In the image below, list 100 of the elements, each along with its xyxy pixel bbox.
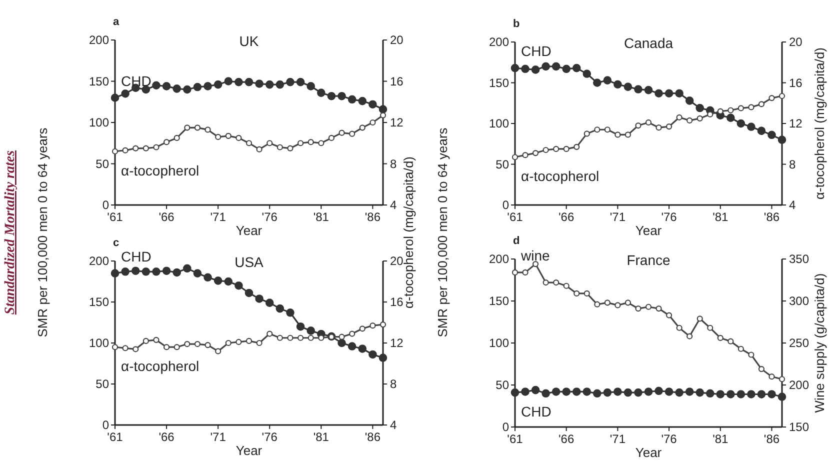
point <box>747 390 756 398</box>
x-tick-label: '66 <box>158 210 175 224</box>
point <box>644 388 653 396</box>
x-tick-label: '81 <box>712 210 729 224</box>
y-axis-title: SMR per 100,000 men 0 to 64 years <box>35 127 50 338</box>
point <box>644 86 653 94</box>
point <box>256 340 262 346</box>
point <box>666 124 672 130</box>
point <box>634 85 642 94</box>
point <box>645 119 652 126</box>
x-tick-label: '81 <box>313 430 330 444</box>
point <box>224 277 233 286</box>
x-tick-label: '71 <box>610 210 626 224</box>
y-tick-label: 50 <box>496 157 510 172</box>
y-tick-label: 100 <box>488 336 510 350</box>
y2-tick-label: 16 <box>390 295 404 309</box>
point <box>635 306 642 312</box>
point <box>142 338 149 344</box>
point <box>614 302 621 308</box>
point <box>757 390 766 398</box>
point <box>562 388 570 396</box>
point <box>603 76 612 84</box>
chart-title: Canada <box>624 35 674 51</box>
point <box>225 132 232 139</box>
point <box>112 148 118 154</box>
point <box>654 89 663 98</box>
point <box>594 301 600 308</box>
point <box>604 300 610 306</box>
point <box>521 64 530 74</box>
point <box>236 338 242 346</box>
point <box>318 140 324 146</box>
y-tick-label: 0 <box>502 420 510 434</box>
y-tick-label: 200 <box>88 33 110 47</box>
x-axis-title: Year <box>635 445 662 460</box>
point <box>296 322 305 331</box>
point <box>183 85 192 94</box>
point <box>716 390 725 398</box>
text: c <box>113 237 120 249</box>
point <box>306 82 315 90</box>
point <box>338 130 345 136</box>
chart-title: France <box>626 252 670 268</box>
point <box>132 346 139 352</box>
text: b <box>513 18 520 30</box>
point <box>686 117 693 124</box>
point <box>707 324 714 331</box>
point <box>380 112 386 118</box>
point <box>572 388 581 396</box>
point <box>747 122 756 131</box>
y2-tick-label: 12 <box>390 116 404 130</box>
point <box>193 82 202 92</box>
point <box>163 139 170 146</box>
series-label: α-tocopherol <box>521 168 600 184</box>
point <box>328 134 335 142</box>
point <box>542 146 549 154</box>
y-tick-label: 200 <box>488 252 510 266</box>
point <box>736 119 746 128</box>
point <box>542 279 549 286</box>
point <box>542 62 550 71</box>
point <box>174 344 180 350</box>
point <box>696 115 703 122</box>
point <box>624 388 632 397</box>
y2-tick-label: 4 <box>390 198 397 212</box>
point <box>512 269 518 276</box>
point <box>204 273 212 282</box>
point <box>675 388 684 397</box>
point <box>183 264 192 273</box>
point <box>121 89 130 98</box>
series-label: CHD <box>121 72 152 89</box>
point <box>531 386 540 394</box>
point <box>194 340 201 348</box>
point <box>265 298 274 307</box>
point <box>348 342 356 350</box>
point <box>370 119 376 126</box>
point <box>778 376 786 382</box>
point <box>215 134 222 140</box>
point <box>736 390 746 398</box>
y2-tick-label: 20 <box>390 254 404 268</box>
x-tick-label: '71 <box>610 432 626 446</box>
x-tick-label: '61 <box>507 432 524 446</box>
point <box>738 346 744 352</box>
point <box>726 390 735 398</box>
point <box>266 140 273 146</box>
y-tick-label: 0 <box>502 198 510 212</box>
point <box>256 146 262 152</box>
point <box>593 389 602 398</box>
point <box>664 89 674 98</box>
series-label: α-tocopherol <box>121 162 200 178</box>
point <box>696 316 703 322</box>
y-tick-label: 200 <box>88 254 110 268</box>
point <box>236 134 242 142</box>
point <box>349 130 356 137</box>
point <box>582 70 592 78</box>
point <box>338 92 346 100</box>
point <box>286 308 294 317</box>
point <box>510 388 520 397</box>
point <box>778 136 786 144</box>
point <box>522 269 528 276</box>
point <box>603 388 612 397</box>
point <box>246 140 252 146</box>
y2-tick-label: 350 <box>789 252 810 266</box>
